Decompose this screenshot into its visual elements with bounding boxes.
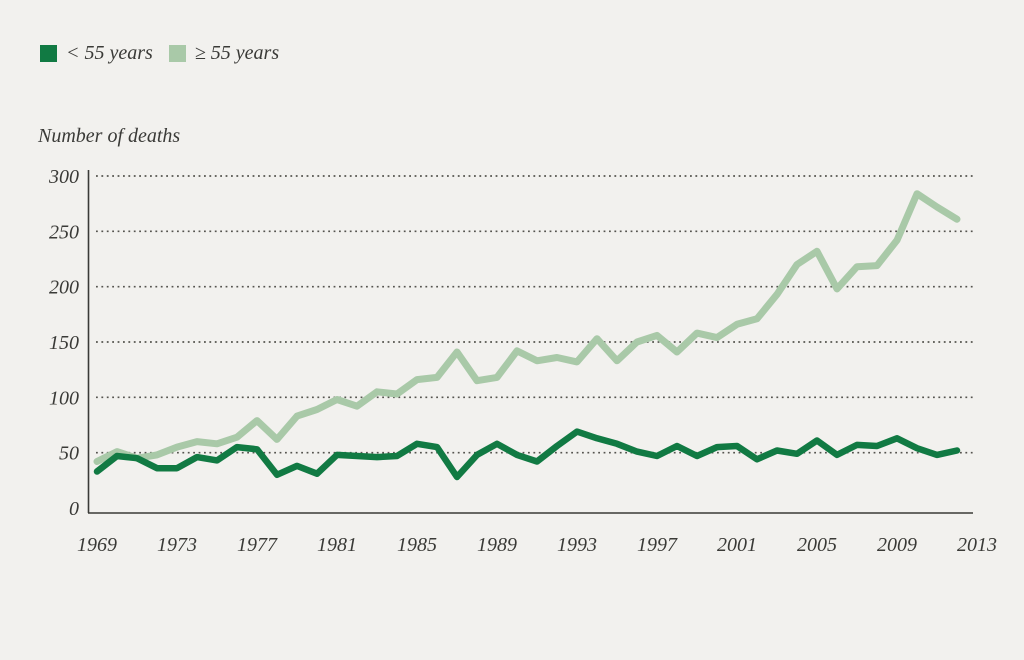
x-tick-label: 1985 [397,534,437,556]
x-tick-label: 2009 [877,534,917,556]
x-tick-label: 2013 [957,534,997,556]
series-line-gte-55 [93,190,961,465]
y-tick-label: 0 [69,498,79,520]
series-line-lt-55 [93,428,961,481]
legend-swatch-gte-55 [168,44,186,62]
legend-swatch-lt-55 [40,44,57,62]
x-tick-label: 1981 [317,534,357,556]
y-tick-label: 50 [59,443,79,465]
x-tick-label: 1997 [637,534,678,556]
legend-item-gte-55: ≥ 55 years [168,42,280,64]
y-tick-label: 300 [48,166,79,188]
y-tick-label: 100 [49,387,79,409]
x-tick-label: 1973 [157,534,197,556]
legend-item-lt-55: < 55 years [40,43,153,63]
y-tick-label: 250 [49,221,79,243]
x-tick-label: 2005 [797,534,837,556]
legend: < 55 years ≥ 55 years [40,43,295,63]
y-axis-title: Number of deaths [38,125,181,147]
x-tick-label: 1993 [557,534,597,556]
x-tick-label: 2001 [717,534,757,556]
y-tick-label: 200 [49,277,79,299]
legend-label-gte-55: ≥ 55 years [194,42,280,64]
legend-label-lt-55: < 55 years [66,42,153,64]
x-tick-label: 1989 [477,534,517,556]
y-tick-label: 150 [49,332,79,354]
x-tick-label: 1977 [237,534,278,556]
x-tick-label: 1969 [77,534,117,556]
